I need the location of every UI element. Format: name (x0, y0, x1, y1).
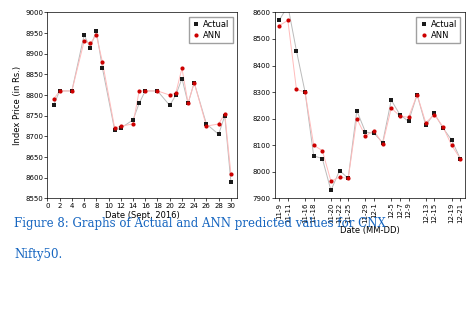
ANN (222, 112, 228, 116)
ANN (142, 89, 148, 93)
ANN (216, 122, 221, 126)
ANN (363, 134, 368, 138)
ANN (93, 33, 99, 37)
ANN (112, 126, 118, 130)
Line: ANN: ANN (277, 18, 462, 183)
Actual (118, 126, 124, 130)
ANN (276, 24, 282, 28)
ANN (337, 175, 342, 179)
Actual (311, 154, 317, 158)
Actual (406, 119, 411, 123)
Line: ANN: ANN (52, 33, 233, 176)
ANN (69, 89, 75, 93)
Line: Actual: Actual (277, 4, 462, 193)
Actual (112, 128, 118, 132)
ANN (118, 124, 124, 128)
Actual (57, 89, 63, 93)
Actual (380, 141, 385, 144)
Actual (222, 114, 228, 117)
Actual (423, 123, 428, 127)
Actual (449, 138, 455, 142)
Actual (363, 130, 368, 134)
ANN (51, 97, 56, 101)
Actual (51, 104, 56, 107)
Actual (346, 177, 351, 180)
X-axis label: Date (MM-DD): Date (MM-DD) (340, 226, 400, 235)
ANN (319, 149, 325, 153)
Actual (228, 180, 234, 184)
ANN (173, 91, 179, 95)
Actual (179, 77, 185, 80)
Actual (87, 46, 93, 49)
ANN (57, 89, 63, 93)
Actual (203, 122, 209, 126)
Actual (93, 29, 99, 33)
Actual (185, 101, 191, 105)
ANN (191, 81, 197, 85)
ANN (388, 106, 394, 110)
Actual (130, 118, 136, 122)
ANN (414, 93, 420, 97)
ANN (302, 90, 308, 94)
Actual (100, 66, 105, 70)
ANN (354, 117, 360, 121)
ANN (100, 60, 105, 64)
Actual (216, 132, 221, 136)
ANN (311, 144, 317, 147)
ANN (431, 113, 437, 117)
ANN (81, 39, 87, 43)
Actual (388, 98, 394, 102)
Actual (414, 93, 420, 97)
Actual (319, 157, 325, 160)
Legend: Actual, ANN: Actual, ANN (417, 16, 460, 43)
ANN (457, 157, 463, 160)
Actual (328, 188, 334, 192)
Line: Actual: Actual (52, 29, 233, 184)
Text: Figure 8: Graphs of Actual and ANN predicted values for CNX: Figure 8: Graphs of Actual and ANN predi… (14, 217, 386, 230)
Actual (81, 33, 87, 37)
ANN (380, 142, 385, 146)
Actual (137, 101, 142, 105)
Actual (173, 93, 179, 97)
ANN (440, 125, 446, 129)
ANN (167, 93, 173, 97)
ANN (203, 124, 209, 128)
ANN (137, 89, 142, 93)
Actual (293, 49, 299, 53)
ANN (371, 129, 377, 132)
Actual (457, 157, 463, 160)
X-axis label: Date (Sept, 2016): Date (Sept, 2016) (105, 211, 180, 220)
Actual (69, 89, 75, 93)
ANN (87, 42, 93, 45)
Actual (302, 90, 308, 94)
Actual (371, 131, 377, 135)
Actual (440, 126, 446, 130)
ANN (406, 116, 411, 119)
ANN (397, 114, 403, 118)
Legend: Actual, ANN: Actual, ANN (189, 16, 233, 43)
ANN (228, 172, 234, 175)
Y-axis label: Index Price (in Rs.): Index Price (in Rs.) (13, 66, 22, 145)
Actual (397, 113, 403, 117)
Actual (276, 19, 282, 22)
ANN (293, 88, 299, 91)
ANN (285, 19, 291, 22)
ANN (130, 122, 136, 126)
Actual (155, 89, 160, 93)
ANN (328, 179, 334, 183)
ANN (155, 89, 160, 93)
Text: Nifty50.: Nifty50. (14, 248, 63, 261)
Actual (191, 81, 197, 85)
Actual (285, 4, 291, 8)
Actual (354, 109, 360, 113)
Actual (167, 104, 173, 107)
ANN (179, 66, 185, 70)
ANN (346, 177, 351, 180)
ANN (185, 101, 191, 105)
Actual (337, 169, 342, 172)
ANN (449, 144, 455, 147)
ANN (423, 121, 428, 125)
Actual (142, 89, 148, 93)
Actual (431, 112, 437, 115)
